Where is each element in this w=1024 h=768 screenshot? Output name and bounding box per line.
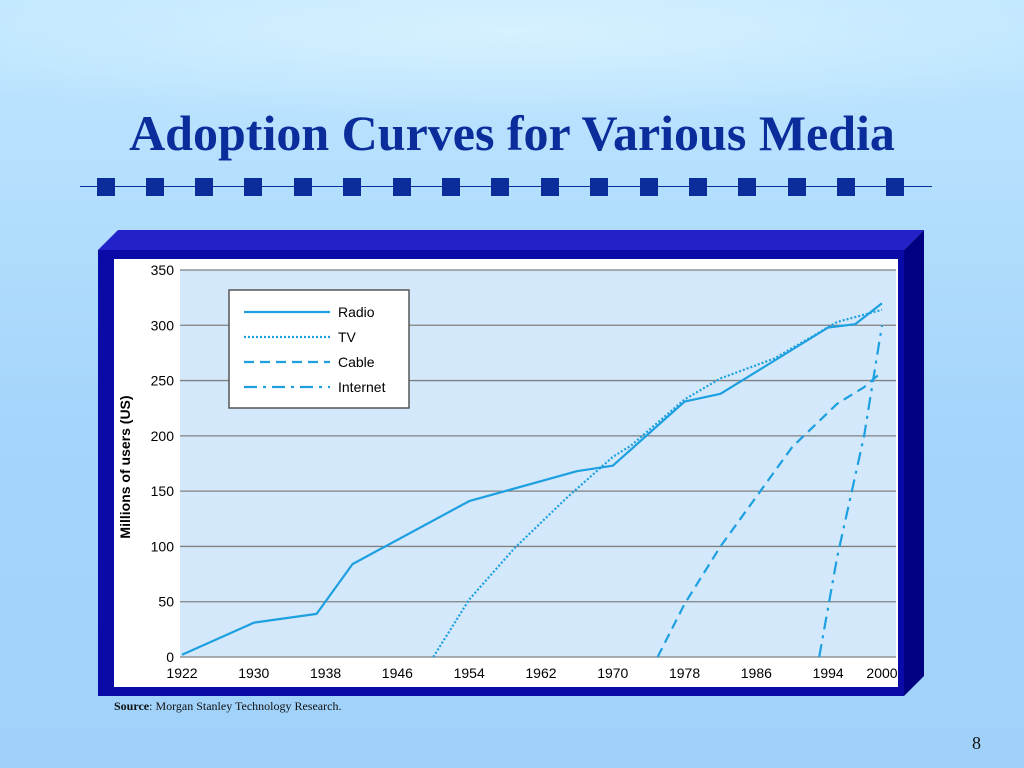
divider-square <box>886 178 904 196</box>
y-tick-label: 50 <box>158 594 174 610</box>
x-tick-label: 1962 <box>525 665 556 681</box>
legend-label-cable: Cable <box>338 354 375 370</box>
legend: Radio TV Cable Internet <box>228 289 410 409</box>
divider-square <box>491 178 509 196</box>
frame-right-face <box>904 230 924 696</box>
x-tick-label: 1922 <box>166 665 197 681</box>
series-line-tv <box>432 308 883 658</box>
divider-square <box>689 178 707 196</box>
frame-top-face <box>98 230 924 250</box>
y-tick-label: 100 <box>151 538 175 554</box>
divider-square <box>788 178 806 196</box>
x-tick-labels: 1922 1930 1938 1946 1954 1962 1970 1978 1986 1994… <box>166 665 897 681</box>
source-note: Source: Morgan Stanley Technology Resear… <box>114 699 341 714</box>
y-axis-label: Millions of users (US) <box>117 395 133 538</box>
grid-lines <box>180 269 896 658</box>
series-line-cable <box>656 370 883 658</box>
title-divider <box>80 176 932 196</box>
y-tick-label: 200 <box>151 428 175 444</box>
x-tick-label: 1946 <box>382 665 413 681</box>
legend-label-internet: Internet <box>338 379 386 395</box>
divider-square <box>738 178 756 196</box>
source-label: Source <box>114 699 150 713</box>
source-text: : Morgan Stanley Technology Research. <box>149 699 342 713</box>
legend-box <box>228 289 410 409</box>
divider-square <box>146 178 164 196</box>
x-tick-label: 1954 <box>454 665 485 681</box>
divider-square <box>442 178 460 196</box>
series-lines <box>181 302 884 658</box>
slide-title: Adoption Curves for Various Media <box>129 105 895 161</box>
divider-square <box>244 178 262 196</box>
y-tick-labels: 0 50 100 150 200 250 300 350 <box>151 262 175 665</box>
divider-square <box>393 178 411 196</box>
page-number: 8 <box>972 733 981 753</box>
x-tick-label: 2000 <box>866 665 897 681</box>
x-tick-label: 1994 <box>813 665 844 681</box>
divider-square <box>590 178 608 196</box>
divider-square <box>195 178 213 196</box>
y-tick-label: 350 <box>151 262 175 278</box>
divider-square <box>837 178 855 196</box>
y-tick-label: 250 <box>151 373 175 389</box>
series-line-internet <box>818 325 884 658</box>
divider-square <box>640 178 658 196</box>
y-tick-label: 0 <box>166 649 174 665</box>
series-line-radio <box>181 302 883 656</box>
divider-square <box>97 178 115 196</box>
y-tick-label: 300 <box>151 317 175 333</box>
legend-label-tv: TV <box>338 329 357 345</box>
divider-square <box>343 178 361 196</box>
y-tick-label: 150 <box>151 483 175 499</box>
divider-square <box>294 178 312 196</box>
x-tick-label: 1978 <box>669 665 700 681</box>
legend-label-radio: Radio <box>338 304 375 320</box>
divider-square <box>541 178 559 196</box>
x-tick-label: 1970 <box>597 665 628 681</box>
x-tick-label: 1986 <box>741 665 772 681</box>
x-tick-label: 1938 <box>310 665 341 681</box>
x-tick-label: 1930 <box>238 665 269 681</box>
